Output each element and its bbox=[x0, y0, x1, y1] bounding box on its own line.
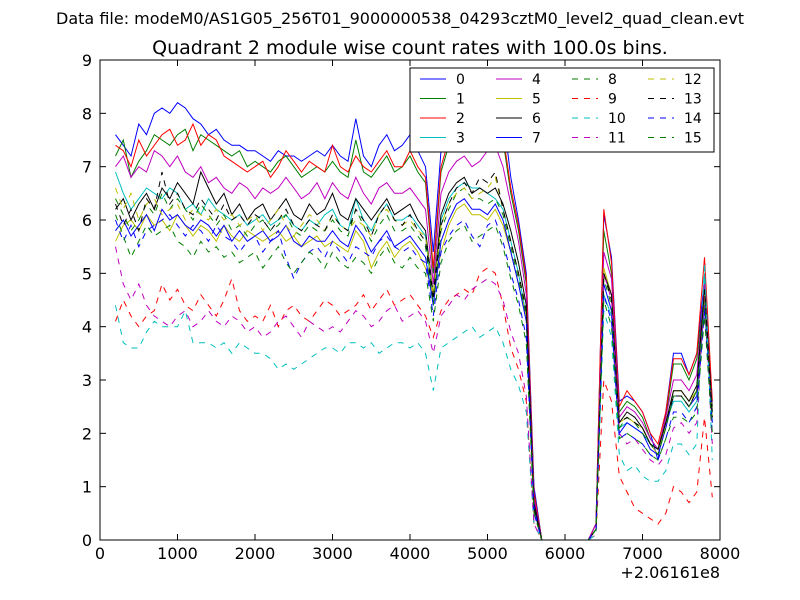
series-line-9 bbox=[115, 267, 713, 540]
x-offset-label: +2.06161e8 bbox=[620, 563, 720, 582]
series-line-14 bbox=[115, 214, 713, 540]
series-line-4 bbox=[115, 144, 713, 540]
y-tick-label: 0 bbox=[82, 531, 92, 550]
x-tick-label: 6000 bbox=[545, 544, 586, 563]
series-line-11 bbox=[115, 246, 713, 540]
legend-label-9: 9 bbox=[608, 92, 617, 108]
legend-label-13: 13 bbox=[684, 92, 702, 108]
x-tick-label: 5000 bbox=[467, 544, 508, 563]
y-tick-label: 3 bbox=[82, 371, 92, 390]
legend-label-15: 15 bbox=[684, 131, 702, 147]
series-line-8 bbox=[115, 187, 713, 540]
legend-label-14: 14 bbox=[684, 111, 702, 127]
chart-title: Quadrant 2 module wise count rates with … bbox=[152, 37, 668, 59]
legend-label-4: 4 bbox=[532, 72, 541, 88]
legend-label-11: 11 bbox=[608, 131, 626, 147]
legend-label-12: 12 bbox=[684, 72, 702, 88]
x-tick-label: 0 bbox=[95, 544, 105, 563]
series-line-10 bbox=[115, 262, 713, 540]
legend-label-2: 2 bbox=[456, 111, 465, 127]
chart-suptitle: Data file: modeM0/AS1G05_256T01_90000005… bbox=[56, 9, 744, 29]
y-tick-label: 4 bbox=[82, 318, 92, 337]
y-tick-label: 5 bbox=[82, 264, 92, 283]
x-tick-label: 8000 bbox=[700, 544, 741, 563]
x-tick-label: 7000 bbox=[622, 544, 663, 563]
series-line-3 bbox=[115, 171, 713, 540]
y-tick-label: 9 bbox=[82, 51, 92, 70]
axes-layer: 0 1000 2000 3000 4000 5000 6000 7000 80000123456… bbox=[82, 51, 741, 563]
x-tick-label: 2000 bbox=[235, 544, 276, 563]
series-line-5 bbox=[115, 203, 713, 540]
series-line-15 bbox=[115, 214, 713, 540]
y-tick-label: 6 bbox=[82, 211, 92, 230]
legend-label-3: 3 bbox=[456, 131, 465, 147]
series-line-13 bbox=[115, 170, 713, 540]
legend-label-8: 8 bbox=[608, 72, 617, 88]
series-line-6 bbox=[115, 170, 713, 540]
series-line-2 bbox=[115, 112, 713, 540]
legend-label-1: 1 bbox=[456, 92, 465, 108]
legend-label-7: 7 bbox=[532, 131, 541, 147]
series-line-12 bbox=[115, 176, 713, 540]
y-tick-label: 1 bbox=[82, 478, 92, 497]
x-tick-label: 4000 bbox=[390, 544, 431, 563]
y-tick-label: 2 bbox=[82, 424, 92, 443]
series-line-7 bbox=[115, 198, 713, 540]
legend-label-10: 10 bbox=[608, 111, 626, 127]
x-tick-label: 3000 bbox=[312, 544, 353, 563]
legend-label-0: 0 bbox=[456, 72, 465, 88]
y-tick-label: 7 bbox=[82, 158, 92, 177]
y-tick-label: 8 bbox=[82, 104, 92, 123]
legend-label-5: 5 bbox=[532, 92, 541, 108]
series-layer bbox=[115, 80, 713, 540]
x-tick-label: 1000 bbox=[157, 544, 198, 563]
legend-label-6: 6 bbox=[532, 111, 541, 127]
